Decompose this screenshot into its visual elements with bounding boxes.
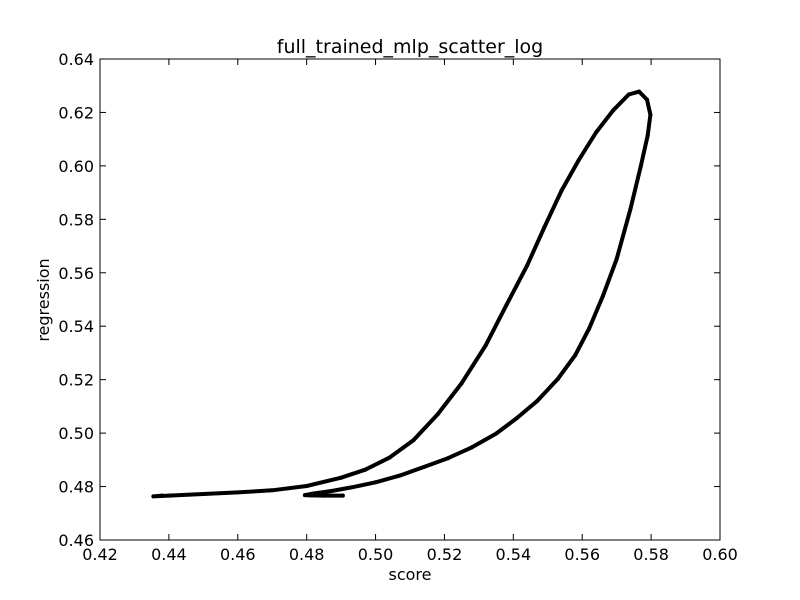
data-point: [542, 225, 547, 230]
y-tick-label: 0.54: [58, 317, 94, 336]
data-point: [151, 494, 156, 499]
data-point: [421, 465, 426, 469]
data-point: [614, 256, 619, 261]
y-tick-label: 0.48: [58, 478, 94, 497]
data-point: [435, 412, 440, 417]
y-tick-label: 0.46: [58, 531, 94, 550]
data-point: [535, 398, 540, 403]
data-point: [514, 416, 519, 421]
data-point: [166, 493, 171, 498]
data-point: [311, 491, 316, 496]
y-axis-label: regression: [34, 258, 53, 341]
data-point: [628, 207, 633, 212]
y-tick-label: 0.52: [58, 371, 94, 390]
x-tick-label: 0.44: [151, 545, 187, 564]
x-tick-label: 0.46: [220, 545, 256, 564]
x-tick-label: 0.56: [564, 545, 600, 564]
data-point: [339, 475, 344, 480]
data-point: [445, 456, 450, 461]
y-tick-label: 0.62: [58, 103, 94, 122]
data-point: [373, 480, 378, 485]
x-tick-label: 0.50: [358, 545, 394, 564]
y-tick-label: 0.56: [58, 264, 94, 283]
y-tick-label: 0.50: [58, 424, 94, 443]
data-point: [328, 489, 333, 494]
data-point: [160, 493, 164, 498]
data-point: [576, 158, 581, 162]
data-point: [411, 438, 416, 443]
data-point: [573, 353, 578, 358]
chart-title: full_trained_mlp_scatter_log: [277, 36, 543, 58]
data-point: [494, 431, 499, 436]
x-tick-label: 0.48: [289, 545, 325, 564]
x-tick-label: 0.54: [496, 545, 532, 564]
data-point: [648, 112, 653, 117]
data-point: [638, 164, 643, 169]
data-point: [600, 294, 605, 298]
data-point: [349, 485, 354, 490]
data-point: [340, 493, 345, 498]
data-curve: [151, 89, 653, 499]
x-tick-label: 0.52: [427, 545, 463, 564]
data-point: [559, 188, 564, 193]
axis-tick-labels: 0.42 0.44 0.46 0.48 0.50 0.52 0.54 0.56 0.58 0.60…: [58, 50, 737, 564]
y-tick-label: 0.58: [58, 210, 94, 229]
x-axis-label: score: [389, 565, 432, 584]
data-point: [611, 108, 616, 113]
data-point: [321, 493, 326, 498]
data-point: [459, 381, 464, 386]
data-point: [587, 326, 592, 331]
data-point: [525, 263, 530, 268]
y-tick-label: 0.60: [58, 157, 94, 176]
data-point: [201, 492, 206, 496]
data-point: [235, 490, 240, 495]
scatter-trace: [151, 89, 653, 499]
x-tick-label: 0.42: [82, 545, 118, 564]
data-point: [637, 89, 642, 94]
data-point: [304, 484, 309, 488]
data-point: [270, 488, 275, 493]
data-point: [645, 97, 649, 102]
data-point: [397, 473, 402, 478]
data-point: [626, 92, 631, 97]
data-point: [594, 130, 598, 135]
data-point: [387, 455, 392, 460]
data-point: [504, 303, 509, 308]
data-point: [308, 493, 313, 498]
y-tick-label: 0.64: [58, 50, 94, 69]
x-tick-label: 0.60: [702, 545, 738, 564]
x-tick-label: 0.58: [633, 545, 669, 564]
data-point: [470, 445, 474, 450]
data-point: [363, 467, 368, 472]
data-point: [645, 133, 650, 138]
data-point: [483, 343, 488, 348]
plot-area: [99, 58, 721, 541]
data-point: [302, 493, 307, 498]
data-point: [556, 376, 561, 381]
axis-ticks: [99, 58, 721, 541]
